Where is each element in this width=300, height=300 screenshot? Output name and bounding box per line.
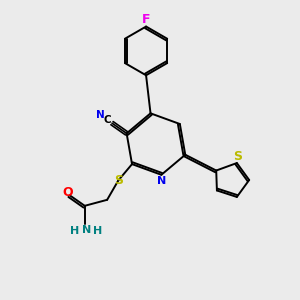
Text: N: N — [96, 110, 105, 120]
Text: F: F — [142, 13, 150, 26]
Text: O: O — [62, 186, 73, 200]
Text: N: N — [82, 225, 91, 235]
Text: S: S — [233, 150, 242, 163]
Text: H: H — [93, 226, 102, 236]
Text: C: C — [103, 115, 111, 125]
Text: N: N — [157, 176, 166, 186]
Text: H: H — [70, 226, 79, 236]
Text: S: S — [114, 174, 123, 187]
